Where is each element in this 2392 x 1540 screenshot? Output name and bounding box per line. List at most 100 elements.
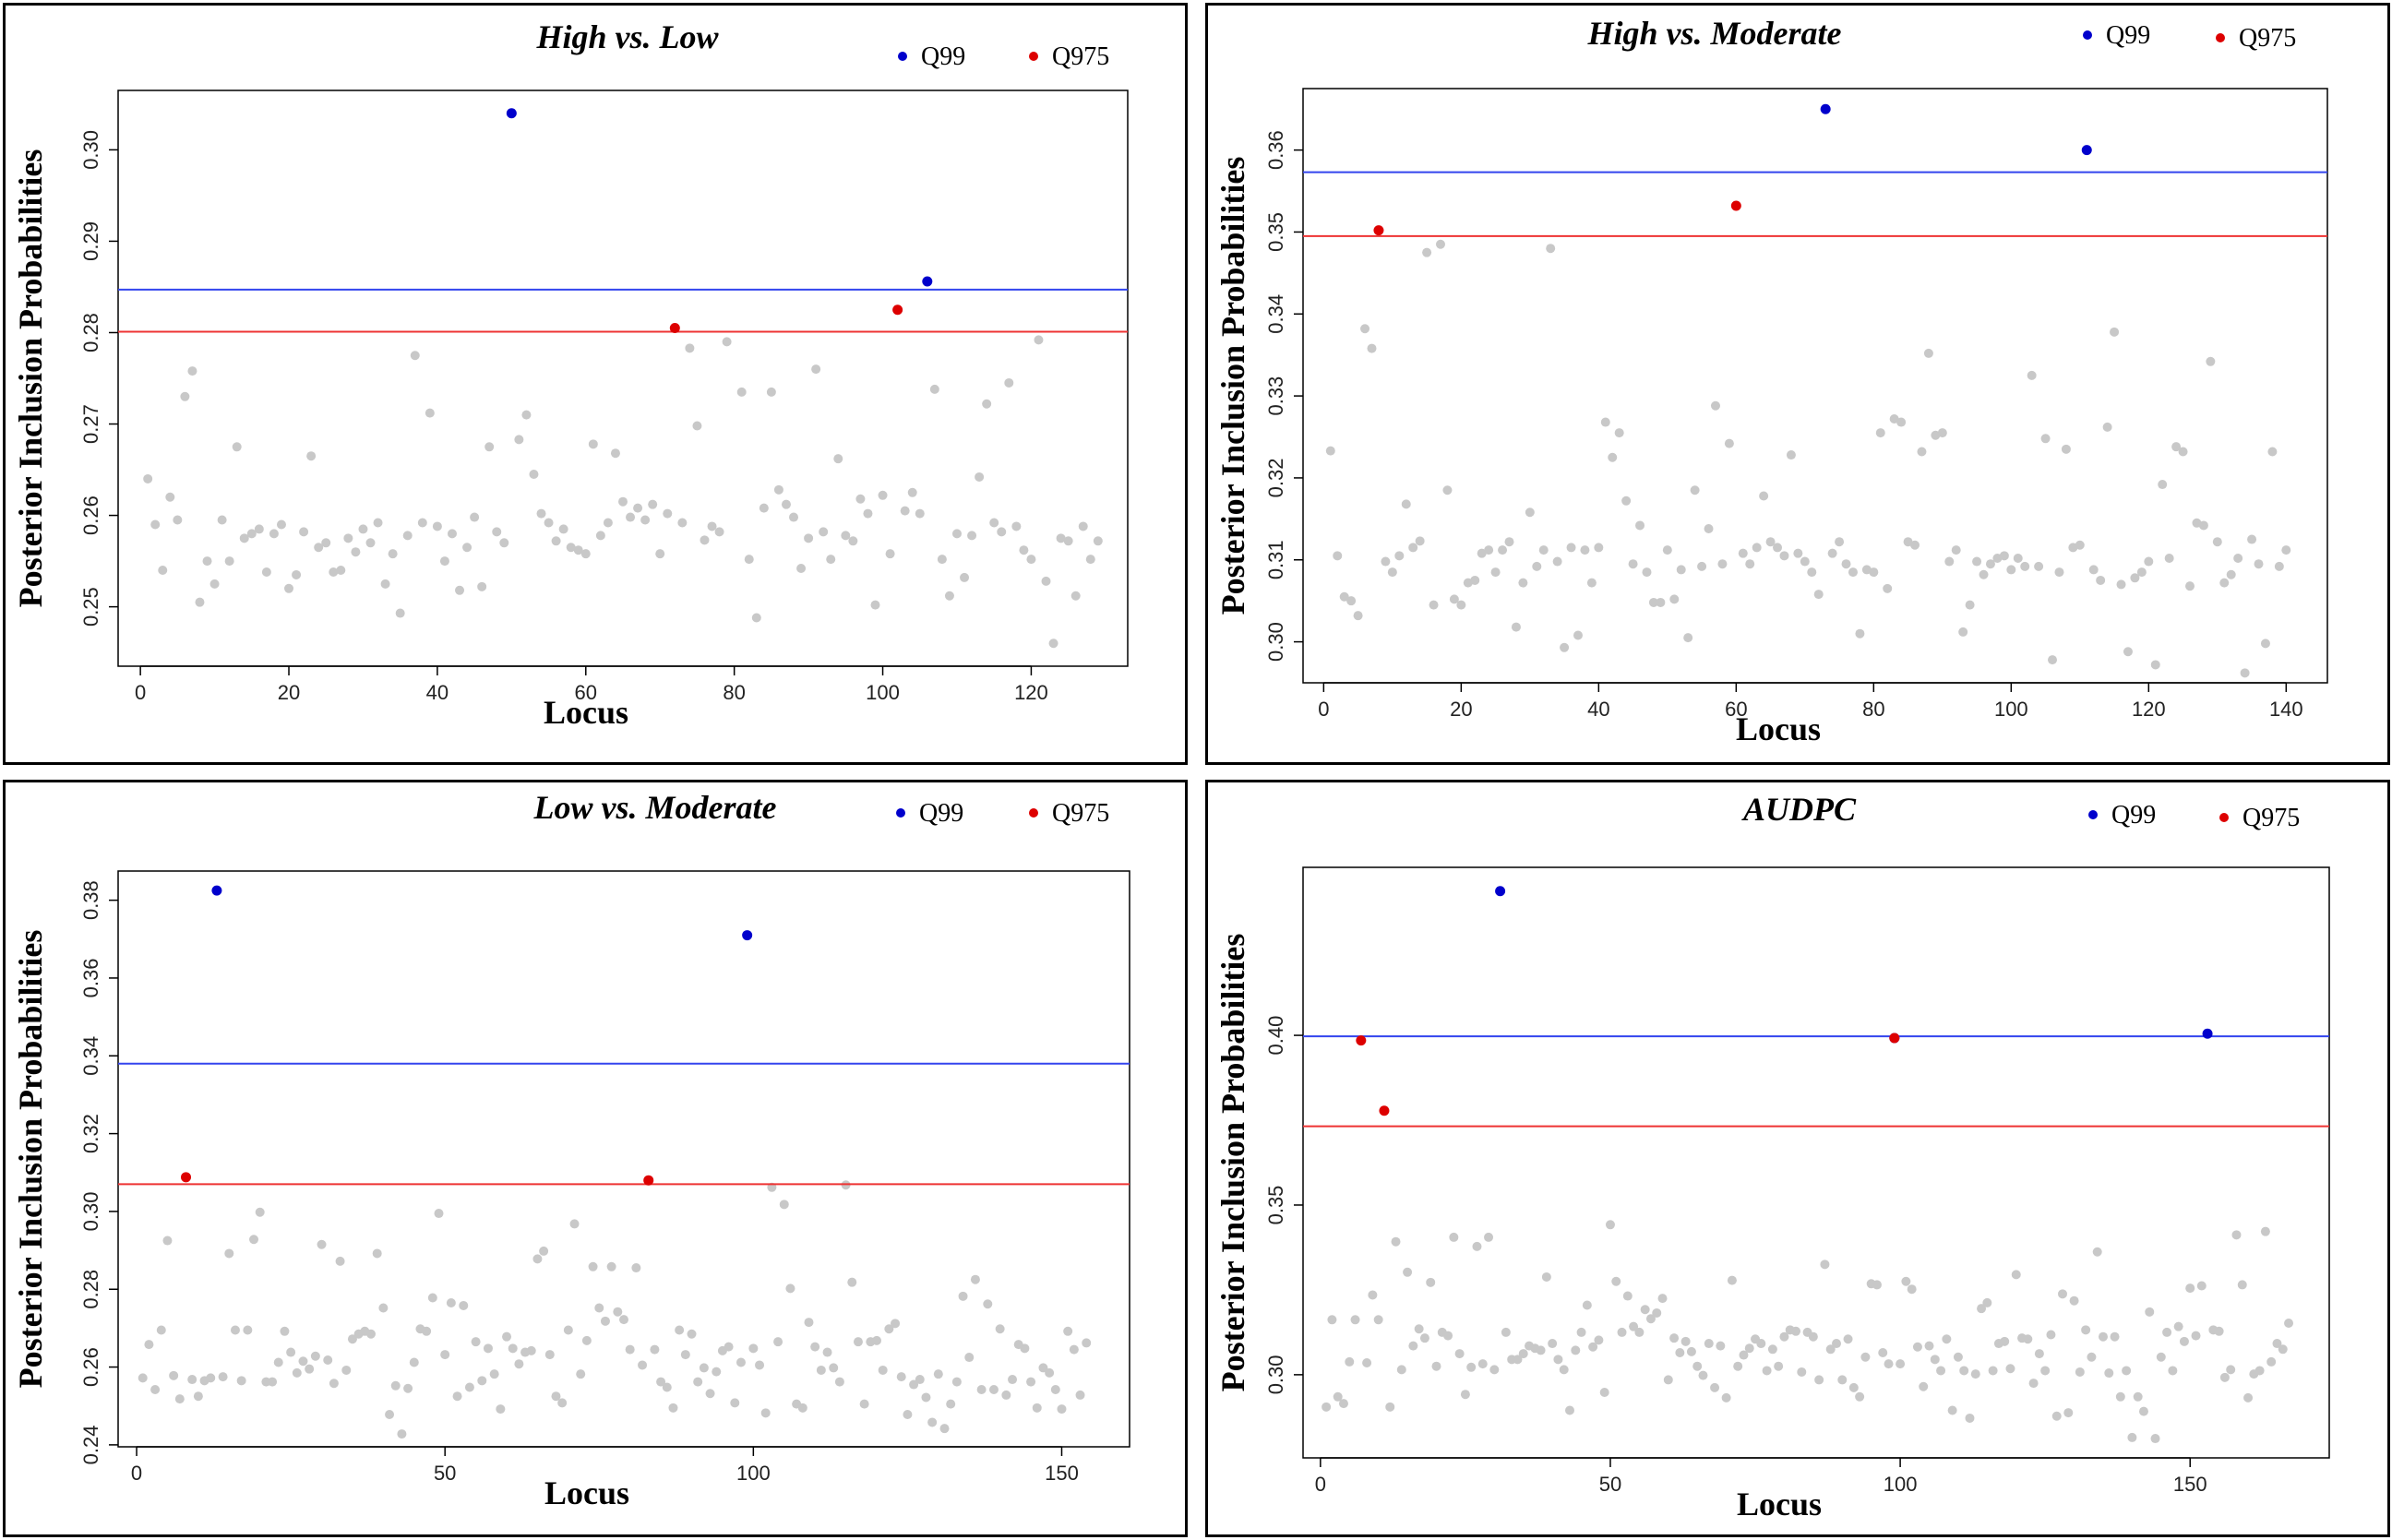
neutral-point [514, 1359, 524, 1369]
neutral-point [1008, 1375, 1018, 1385]
neutral-point [280, 1326, 290, 1336]
x-tick-label: 150 [2173, 1473, 2207, 1496]
neutral-point [341, 1365, 352, 1375]
outlier-point-q975 [1889, 1033, 1900, 1044]
neutral-point [1489, 1365, 1500, 1375]
chart-panel-4: AUDPC Q99 Q975 0 50 100 150 0.30 0.35 0.40 Locus Po… [1214, 791, 2330, 1522]
neutral-point [1345, 1356, 1355, 1367]
neutral-point [1050, 1385, 1060, 1395]
neutral-point [1669, 1333, 1680, 1343]
neutral-point [1629, 1321, 1639, 1331]
neutral-point [796, 564, 807, 574]
neutral-point [455, 585, 465, 595]
neutral-point [1449, 594, 1459, 604]
neutral-point [810, 1342, 820, 1352]
neutral-point [323, 1355, 333, 1365]
neutral-point [760, 1408, 771, 1418]
neutral-point [2260, 639, 2270, 649]
neutral-point [633, 503, 643, 513]
y-tick-label: 0.29 [79, 221, 102, 261]
outlier-point-q975 [1356, 1035, 1367, 1046]
neutral-point [439, 556, 449, 567]
neutral-point [305, 1364, 315, 1374]
neutral-point [209, 579, 220, 589]
y-tick-label: 0.28 [79, 1270, 102, 1309]
neutral-point [891, 1319, 901, 1329]
neutral-point [929, 384, 939, 394]
neutral-point [722, 337, 732, 347]
neutral-point [804, 533, 814, 543]
neutral-point [314, 543, 324, 553]
y-tick-label: 0.40 [1264, 1016, 1287, 1056]
neutral-point [477, 581, 487, 591]
neutral-point [462, 543, 472, 553]
neutral-point [2081, 1325, 2091, 1335]
neutral-point [2130, 573, 2140, 583]
neutral-point [976, 1385, 987, 1395]
neutral-point [1454, 1349, 1465, 1359]
neutral-point [1686, 1346, 1696, 1356]
neutral-point [995, 1324, 1005, 1334]
neutral-point [581, 1335, 592, 1345]
neutral-point [1588, 1342, 1598, 1352]
neutral-point [1605, 1220, 1615, 1230]
neutral-point [1759, 491, 1769, 501]
x-tick-label: 60 [575, 681, 597, 704]
neutral-point [1078, 521, 1088, 531]
panel-frame-4 [1205, 780, 2390, 1537]
outlier-point-q975 [1730, 200, 1741, 211]
x-tick-label: 140 [2269, 698, 2303, 721]
neutral-point [1611, 1276, 1621, 1286]
neutral-point [158, 566, 168, 575]
neutral-point [372, 1248, 382, 1259]
x-tick-label: 60 [1725, 698, 1747, 721]
neutral-point [1608, 452, 1618, 462]
neutral-point [1797, 1367, 1807, 1377]
neutral-point [580, 549, 591, 559]
neutral-point [1875, 428, 1885, 438]
neutral-point [1041, 576, 1051, 586]
neutral-point [2214, 1326, 2224, 1336]
x-axis-label: Locus [544, 1474, 629, 1511]
panel-frame-1 [3, 3, 1188, 765]
neutral-point [1580, 545, 1590, 555]
neutral-point [1930, 1355, 1940, 1365]
x-tick-label: 50 [1599, 1473, 1621, 1496]
neutral-point [2219, 1372, 2230, 1382]
neutral-point [2000, 1336, 2010, 1346]
neutral-point [1004, 377, 1014, 388]
neutral-point [1779, 551, 1789, 561]
x-tick-label: 20 [278, 681, 300, 704]
neutral-point [1449, 1232, 1459, 1242]
neutral-point [1872, 1280, 1882, 1290]
neutral-point [557, 1398, 568, 1408]
legend-label-q99: Q99 [919, 799, 963, 828]
outlier-point-q99 [742, 930, 753, 941]
neutral-point [576, 1369, 586, 1379]
neutral-point [1546, 244, 1556, 254]
neutral-point [2266, 1356, 2277, 1367]
x-tick-label: 0 [1315, 1473, 1326, 1496]
chart-title: AUDPC [1741, 791, 1857, 828]
neutral-point [2088, 565, 2099, 575]
neutral-point [2138, 1406, 2148, 1416]
neutral-point [385, 1410, 395, 1420]
neutral-point [1070, 591, 1081, 601]
neutral-point [618, 496, 628, 507]
neutral-point [1698, 1370, 1708, 1380]
neutral-point [964, 1353, 975, 1363]
neutral-point [1683, 633, 1693, 643]
neutral-point [1011, 521, 1022, 531]
neutral-point [619, 1315, 628, 1325]
neutral-point [286, 1347, 296, 1357]
neutral-point [1408, 1341, 1418, 1351]
neutral-point [563, 1325, 573, 1335]
neutral-point [1391, 1236, 1401, 1247]
neutral-point [2013, 553, 2023, 563]
neutral-point [588, 1261, 598, 1271]
neutral-point [1511, 622, 1521, 632]
outlier-point-q99 [1495, 886, 1506, 897]
neutral-point [1322, 1402, 1332, 1412]
neutral-point [1057, 1404, 1067, 1415]
neutral-point [1774, 1361, 1784, 1371]
